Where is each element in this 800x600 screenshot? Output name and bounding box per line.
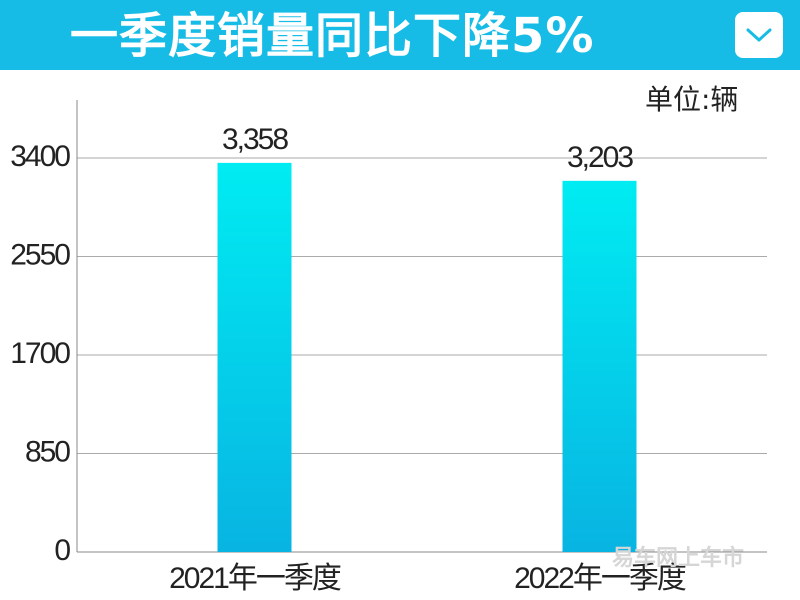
header-banner: 一季度销量同比下降5%: [0, 0, 800, 70]
bar-chart: 08501700255034003,3582021年一季度3,2032022年一…: [0, 70, 800, 600]
dropdown-button[interactable]: [735, 12, 783, 58]
y-tick-label: 850: [25, 435, 70, 468]
y-tick-label: 1700: [10, 337, 70, 370]
bar: [218, 163, 292, 552]
x-tick-label: 2021年一季度: [169, 562, 341, 595]
data-label: 3,203: [567, 141, 633, 174]
bar: [563, 181, 637, 552]
y-tick-label: 3400: [10, 140, 70, 173]
data-label: 3,358: [222, 123, 288, 156]
y-tick-label: 0: [54, 534, 70, 567]
y-tick-label: 2550: [10, 238, 70, 271]
page-title: 一季度销量同比下降5%: [70, 6, 595, 66]
watermark-logo: 易车网上车市: [612, 540, 744, 572]
chevron-down-icon: [746, 27, 772, 43]
